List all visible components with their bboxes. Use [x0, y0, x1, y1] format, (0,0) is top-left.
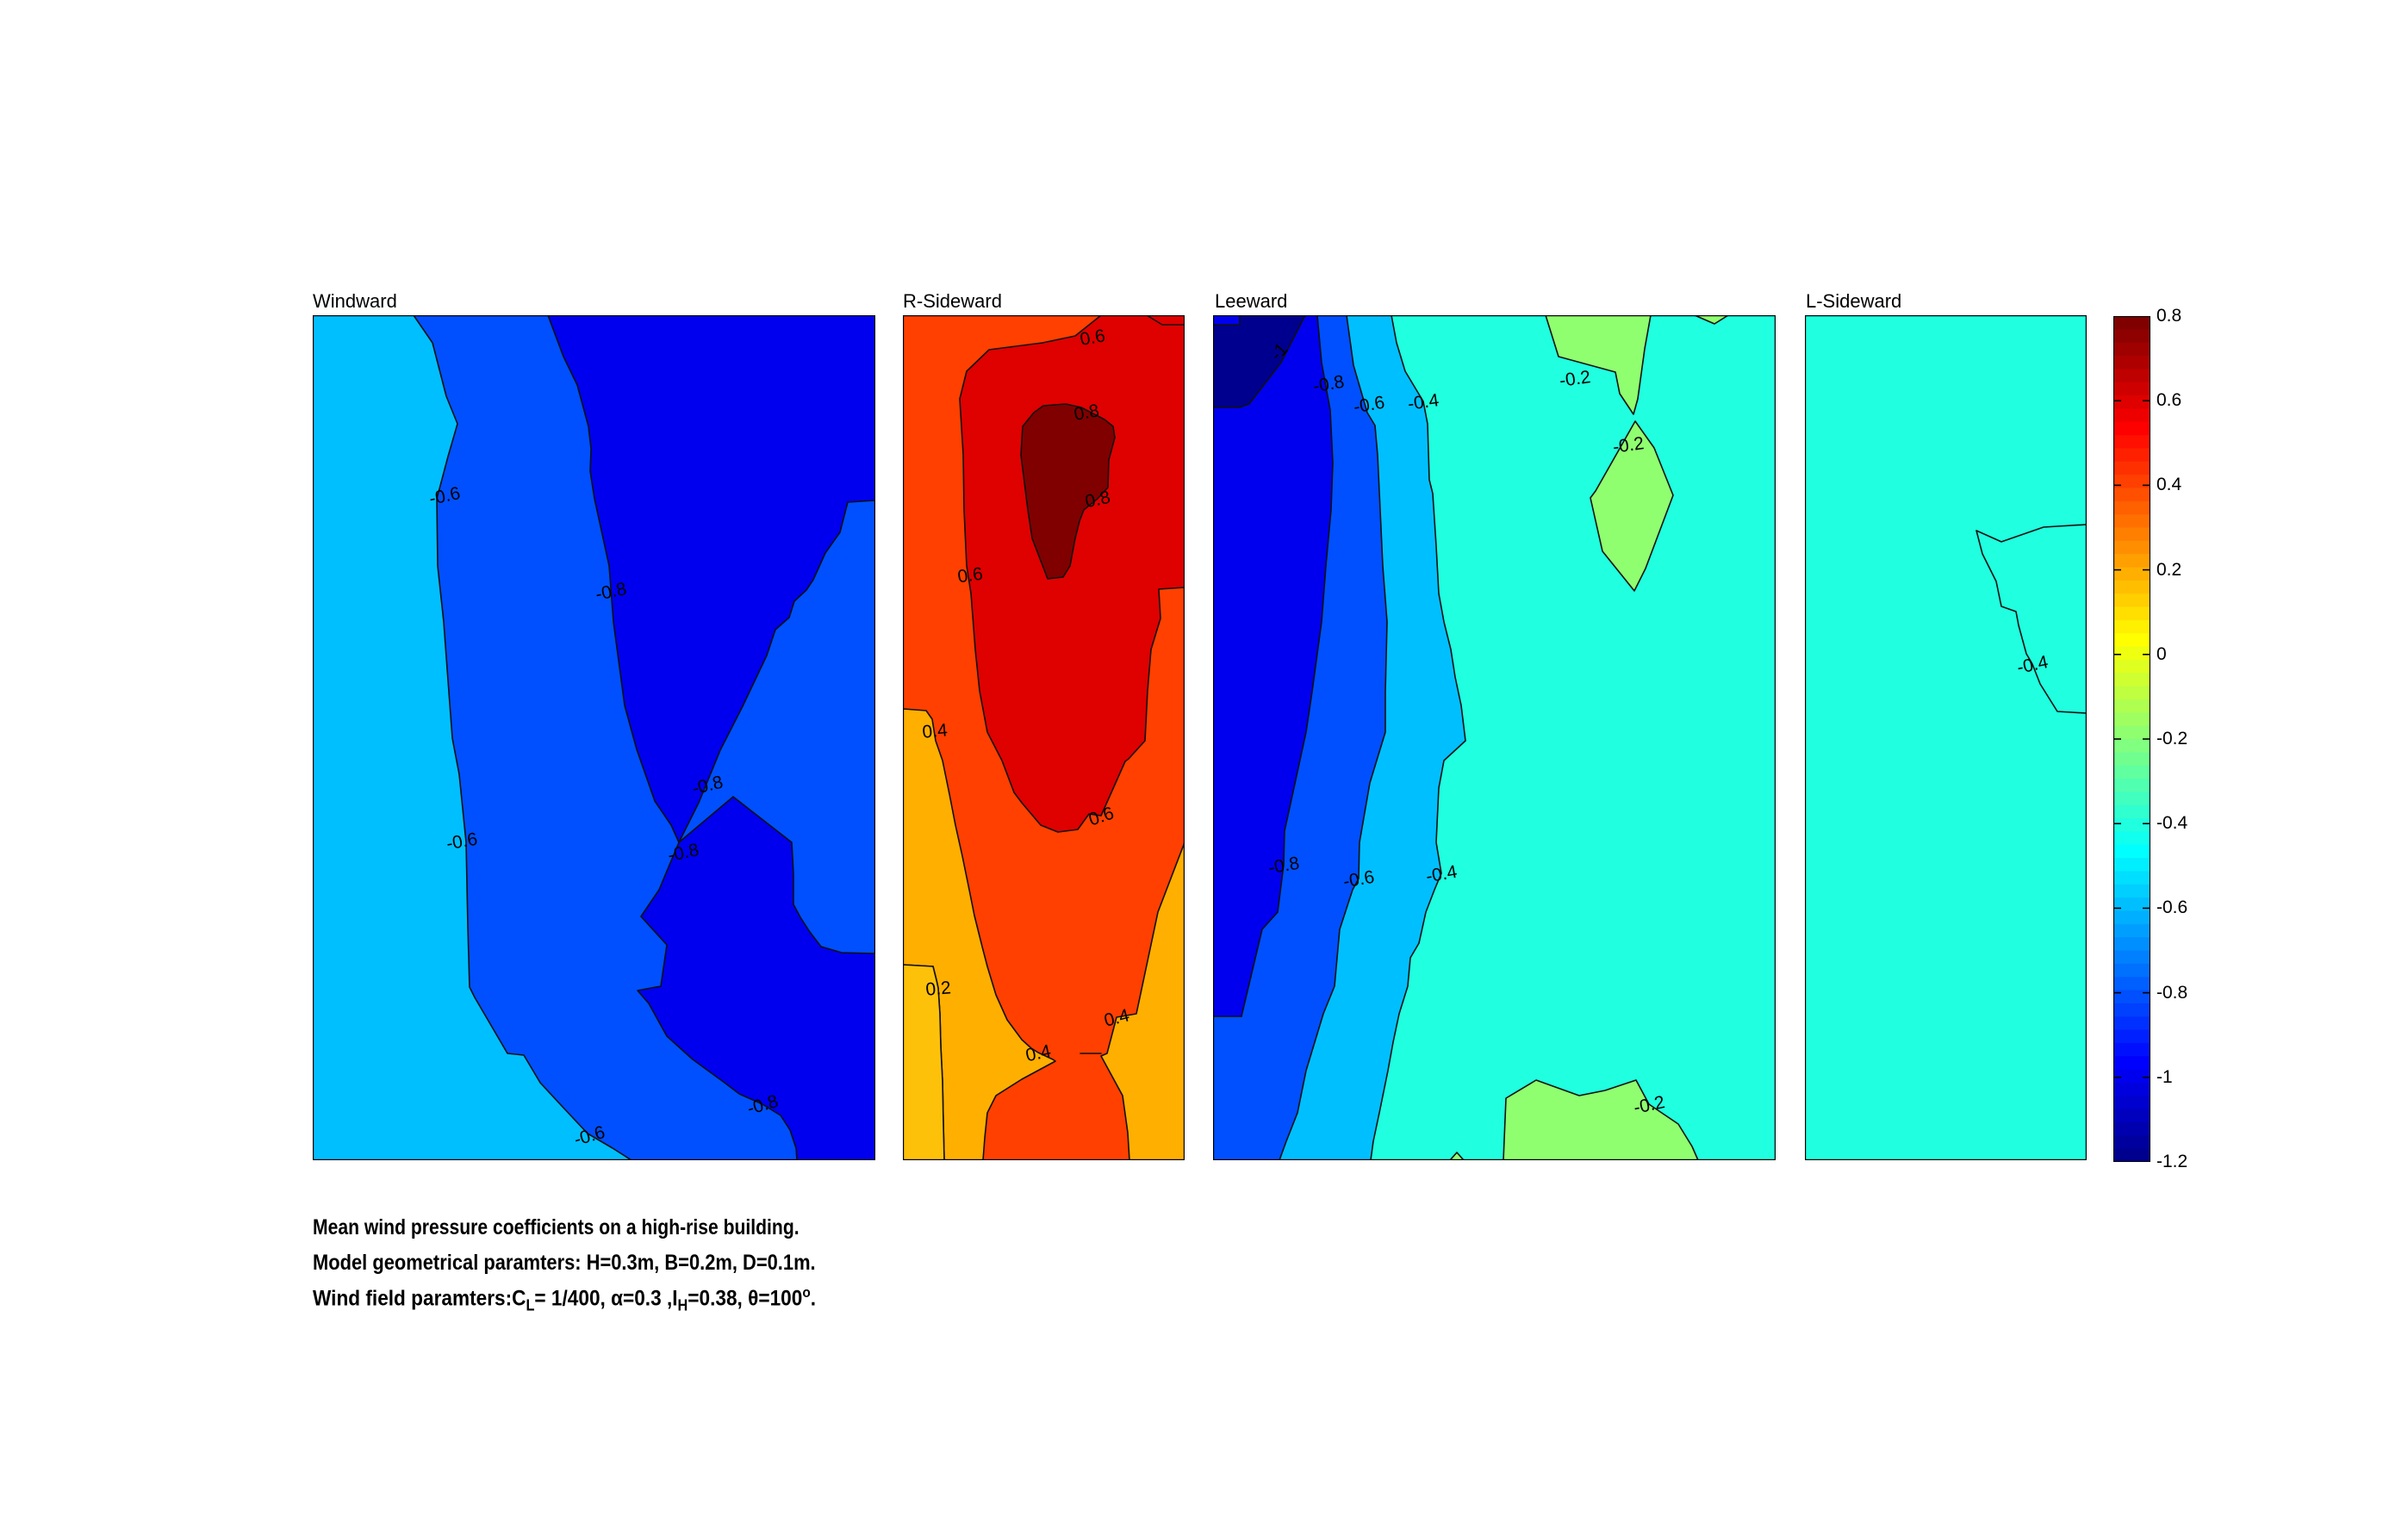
svg-text:0.6: 0.6	[1079, 326, 1107, 350]
svg-text:0.4: 0.4	[922, 720, 949, 742]
svg-text:0.2: 0.2	[925, 978, 952, 999]
svg-text:-0.4: -0.4	[1407, 390, 1440, 414]
svg-text:-0.2: -0.2	[1559, 367, 1592, 391]
svg-text:0.6: 0.6	[956, 564, 984, 587]
svg-text:-0.2: -0.2	[1612, 433, 1646, 457]
svg-text:0.8: 0.8	[1073, 401, 1101, 425]
